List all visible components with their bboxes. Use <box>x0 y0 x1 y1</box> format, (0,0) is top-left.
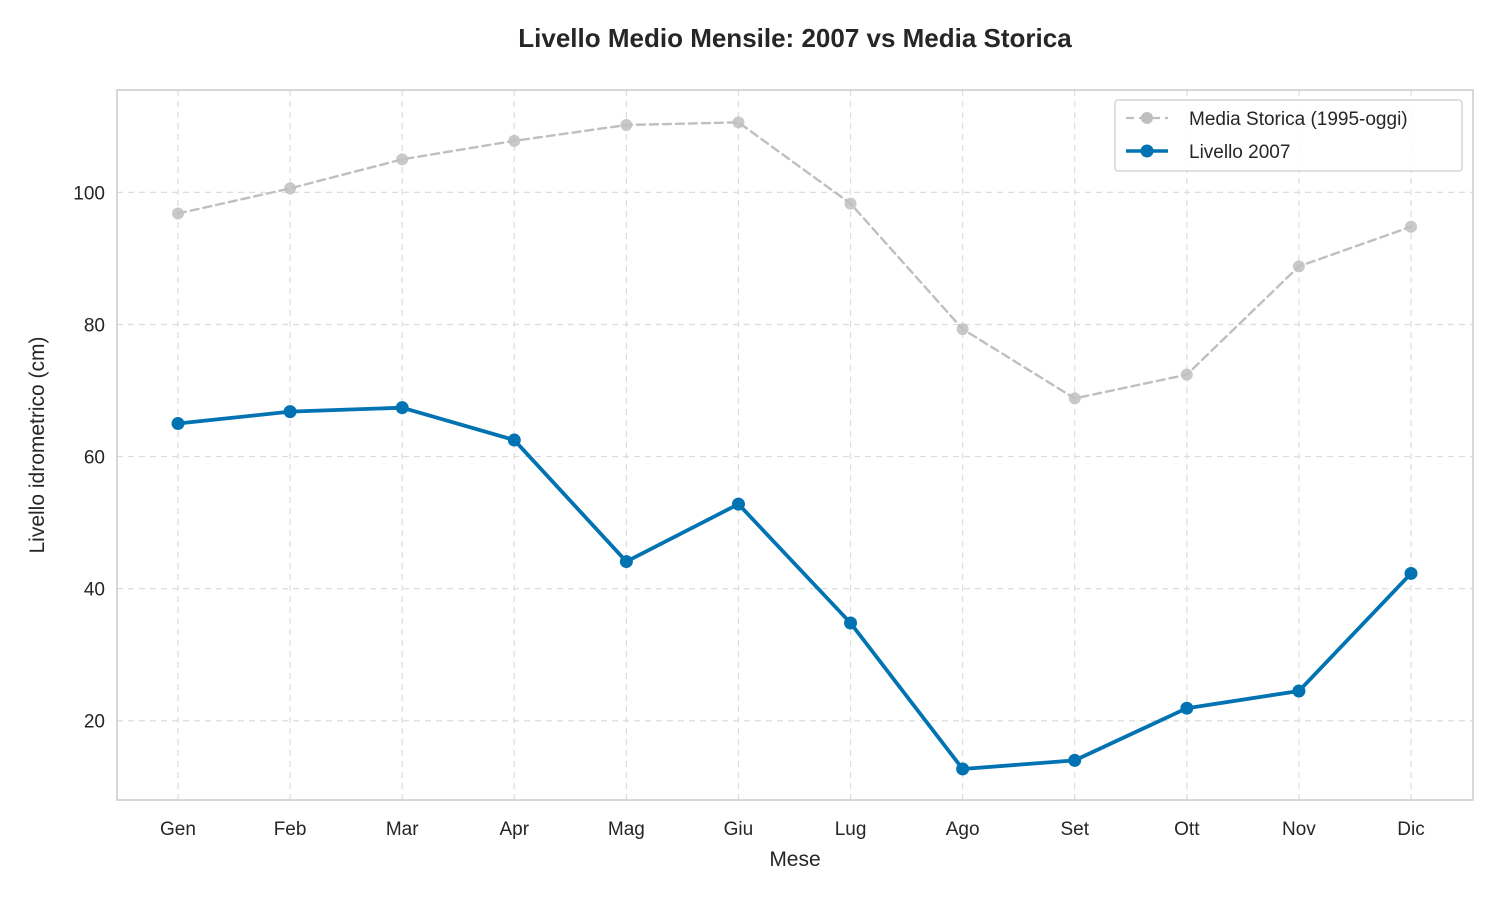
point-2007 <box>283 405 297 419</box>
point-2007 <box>844 616 858 630</box>
x-tick-label: Ago <box>946 819 980 840</box>
x-tick-label: Gen <box>160 819 196 840</box>
legend-label-historical: Media Storica (1995-oggi) <box>1189 109 1408 130</box>
point-historical <box>620 119 633 132</box>
x-tick-label: Lug <box>835 819 867 840</box>
point-2007 <box>619 555 633 569</box>
series-line-2007 <box>176 405 1413 771</box>
point-2007 <box>395 401 409 415</box>
point-historical <box>1292 260 1305 273</box>
x-tick-label: Ott <box>1174 819 1200 840</box>
point-historical <box>172 207 184 220</box>
legend: Media Storica (1995-oggi) Livello 2007 <box>1114 99 1463 172</box>
legend-label-2007: Livello 2007 <box>1189 142 1290 163</box>
y-tick-label: 80 <box>84 315 105 336</box>
x-tick-label: Set <box>1060 819 1089 840</box>
point-historical <box>1180 368 1193 381</box>
point-historical <box>1405 220 1417 233</box>
y-tick-label: 60 <box>84 448 105 469</box>
point-historical <box>1068 392 1081 405</box>
point-2007 <box>171 417 185 431</box>
x-tick-label: Apr <box>499 819 529 840</box>
point-historical <box>396 153 409 166</box>
point-2007 <box>1292 684 1306 698</box>
point-historical <box>844 197 857 210</box>
x-tick-label: Dic <box>1397 819 1424 840</box>
grid <box>117 90 1473 800</box>
point-historical <box>956 323 969 336</box>
x-axis-label: Mese <box>769 848 820 871</box>
legend-marker-2007 <box>1140 144 1154 158</box>
y-tick-label: 40 <box>84 580 105 601</box>
chart-title: Livello Medio Mensile: 2007 vs Media Sto… <box>518 23 1072 53</box>
y-tick-label: 100 <box>73 183 105 204</box>
y-tick-label: 20 <box>84 712 105 733</box>
tick-labels: Gen Feb Mar Apr Mag Giu Lug Ago Set Ott Nov Dic 20 40… <box>73 183 1424 840</box>
plot-frame <box>116 89 1474 801</box>
point-historical <box>508 134 521 147</box>
x-tick-label: Mar <box>386 819 419 840</box>
point-2007 <box>731 497 745 511</box>
point-historical <box>284 182 297 195</box>
point-2007 <box>1404 566 1418 580</box>
point-2007 <box>1180 701 1194 715</box>
x-tick-label: Mag <box>608 819 645 840</box>
series-layer <box>171 116 1418 776</box>
point-2007 <box>507 433 521 447</box>
y-axis-label: Livello idrometrico (cm) <box>26 336 49 553</box>
x-tick-label: Feb <box>274 819 307 840</box>
series-line-historical <box>176 121 1413 400</box>
legend-marker-historical <box>1141 112 1153 124</box>
point-2007 <box>1068 753 1082 767</box>
point-historical <box>732 116 745 129</box>
point-2007 <box>956 762 970 776</box>
x-tick-label: Nov <box>1282 819 1316 840</box>
legend-box <box>1114 99 1463 172</box>
x-tick-label: Giu <box>724 819 754 840</box>
